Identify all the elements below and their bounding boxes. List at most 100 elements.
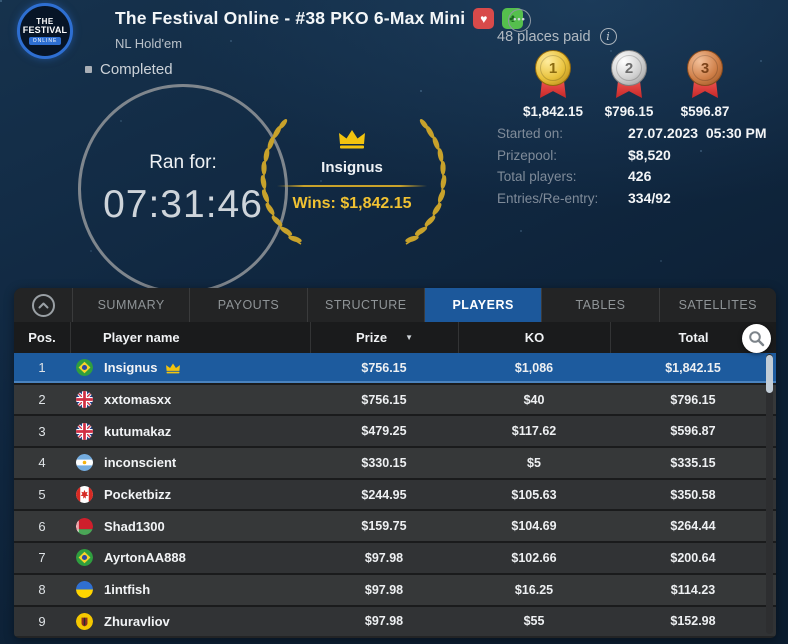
- row-prize: $97.98: [364, 582, 404, 597]
- winner-card: Insignus Wins: $1,842.15: [262, 128, 442, 213]
- flag-gb-icon: [76, 391, 93, 409]
- laurel-branch-left-icon: [260, 119, 302, 245]
- sort-caret-icon: ▼: [405, 333, 413, 342]
- tab-bar: SUMMARY PAYOUTS STRUCTURE PLAYERS TABLES SATE…: [14, 288, 776, 322]
- info-row: Started on: 27.07.2023 05:30 PM: [497, 123, 767, 145]
- row-player: Insignus: [70, 359, 310, 377]
- timer-label: Ran for:: [149, 151, 217, 173]
- ellipsis-icon: •••: [513, 13, 526, 24]
- table-row[interactable]: 4 inconscient $330.15 $5 $335.15: [14, 448, 776, 478]
- table-scrollbar[interactable]: [766, 354, 773, 634]
- col-player-name: Player name: [70, 322, 310, 353]
- table-header: Pos. Player name Prize ▼ KO Total: [14, 322, 776, 353]
- festival-logo: THE FESTIVAL ONLINE: [17, 3, 73, 59]
- tab-summary[interactable]: SUMMARY: [72, 288, 189, 322]
- flag-ar-icon: [76, 454, 93, 472]
- tab-payouts[interactable]: PAYOUTS: [189, 288, 306, 322]
- info-label: Entries/Re-entry:: [497, 190, 599, 206]
- flag-br-icon: [76, 359, 93, 377]
- row-total: $152.98: [670, 614, 716, 629]
- logo-line1: THE: [36, 16, 54, 26]
- table-row[interactable]: 7 AyrtonAA888 $97.98 $102.66 $200.64: [14, 543, 776, 573]
- row-position: 5: [38, 487, 46, 503]
- row-total: $264.44: [670, 519, 716, 534]
- row-ko: $16.25: [514, 582, 554, 597]
- row-player: Zhuravliov: [70, 612, 310, 630]
- timer-value: 07:31:46: [103, 182, 263, 226]
- info-value: 426: [628, 168, 652, 184]
- row-player: 1intfish: [70, 581, 310, 599]
- medal-bronze: 3 $596.87: [667, 50, 743, 119]
- ran-for-timer: Ran for: 07:31:46: [78, 84, 288, 294]
- logo-line2: FESTIVAL: [22, 24, 68, 35]
- results-panel: SUMMARY PAYOUTS STRUCTURE PLAYERS TABLES SATE…: [14, 288, 776, 638]
- player-name: Insignus: [104, 360, 158, 376]
- row-player: Pocketbizz: [70, 486, 310, 504]
- info-icon[interactable]: i: [599, 28, 617, 45]
- player-name: kutumakaz: [104, 423, 172, 439]
- medal-prize: $796.15: [604, 104, 654, 119]
- scrollbar-thumb[interactable]: [766, 355, 773, 393]
- silver-medal-icon: 2: [611, 50, 647, 86]
- row-prize: $97.98: [364, 550, 404, 565]
- player-name: Pocketbizz: [104, 487, 172, 503]
- player-name: Shad1300: [104, 518, 165, 534]
- row-prize: $756.15: [361, 392, 407, 407]
- col-prize-sort[interactable]: Prize ▼: [310, 322, 458, 353]
- player-name: inconscient: [104, 455, 177, 471]
- row-player: xxtomasxx: [70, 391, 310, 409]
- row-ko: $5: [527, 455, 541, 470]
- info-row: Prizepool: $8,520: [497, 145, 767, 167]
- player-name: Zhuravliov: [104, 613, 170, 629]
- table-body: 1 Insignus $756.15 $1,086 $1,842.15 2 xxt…: [14, 353, 776, 637]
- row-prize: $97.98: [364, 614, 404, 629]
- table-row[interactable]: 3 kutumakaz $479.25 $117.62 $596.87: [14, 416, 776, 447]
- places-paid: 48 places paid i: [497, 28, 617, 45]
- table-row[interactable]: 6 Shad1300 $159.75 $104.69 $264.44: [14, 511, 776, 542]
- crown-icon: [339, 130, 365, 149]
- table-row[interactable]: 1 Insignus $756.15 $1,086 $1,842.15: [14, 353, 776, 383]
- tournament-info: Started on: 27.07.2023 05:30 PM Prizepool…: [497, 123, 767, 209]
- row-ko: $40: [523, 392, 545, 407]
- row-prize: $479.25: [361, 424, 407, 439]
- tab-satellites[interactable]: SATELLITES: [658, 288, 776, 322]
- info-row: Entries/Re-entry: 334/92: [497, 188, 767, 210]
- gold-medal-icon: 1: [535, 50, 571, 86]
- gold-divider: [277, 185, 427, 187]
- table-row[interactable]: 9 Zhuravliov $97.98 $55 $152.98: [14, 606, 776, 637]
- chevron-up-circle-icon: [31, 293, 55, 317]
- row-total: $350.58: [670, 487, 716, 502]
- table-row[interactable]: 5 Pocketbizz $244.95 $105.63 $350.58: [14, 479, 776, 510]
- collapse-panel-button[interactable]: [14, 288, 72, 322]
- row-position: 1: [38, 360, 46, 376]
- search-button[interactable]: [742, 324, 771, 353]
- row-position: 2: [38, 392, 46, 408]
- tab-tables[interactable]: TABLES: [541, 288, 658, 322]
- table-row[interactable]: 8 1intfish $97.98 $16.25 $114.23: [14, 574, 776, 605]
- search-icon: [749, 331, 765, 347]
- row-prize: $159.75: [361, 519, 407, 534]
- row-total: $1,842.15: [665, 360, 721, 375]
- row-position: 3: [38, 423, 46, 439]
- winner-crown-icon: [166, 363, 181, 374]
- row-position: 6: [38, 518, 46, 534]
- info-value: 27.07.2023 05:30 PM: [628, 125, 767, 141]
- flag-ca-icon: [76, 486, 93, 504]
- row-player: inconscient: [70, 454, 310, 472]
- heart-badge-icon: ♥: [473, 8, 495, 29]
- tab-players[interactable]: PLAYERS: [423, 288, 542, 322]
- row-ko: $1,086: [514, 360, 554, 375]
- status-square-icon: [85, 66, 92, 73]
- table-row[interactable]: 2 xxtomasxx $756.15 $40 $796.15: [14, 384, 776, 415]
- bronze-medal-icon: 3: [687, 50, 723, 86]
- game-type-label: NL Hold'em: [115, 36, 183, 51]
- flag-gb-icon: [76, 422, 93, 440]
- row-ko: $117.62: [511, 424, 557, 439]
- laurel-branch-right-icon: [405, 119, 447, 245]
- more-options-button[interactable]: •••: [508, 9, 531, 32]
- row-ko: $104.69: [511, 519, 557, 534]
- tab-structure[interactable]: STRUCTURE: [306, 288, 424, 322]
- row-ko: $102.66: [511, 550, 557, 565]
- flag-ua-icon: [76, 581, 93, 599]
- medal-prize: $596.87: [680, 104, 730, 119]
